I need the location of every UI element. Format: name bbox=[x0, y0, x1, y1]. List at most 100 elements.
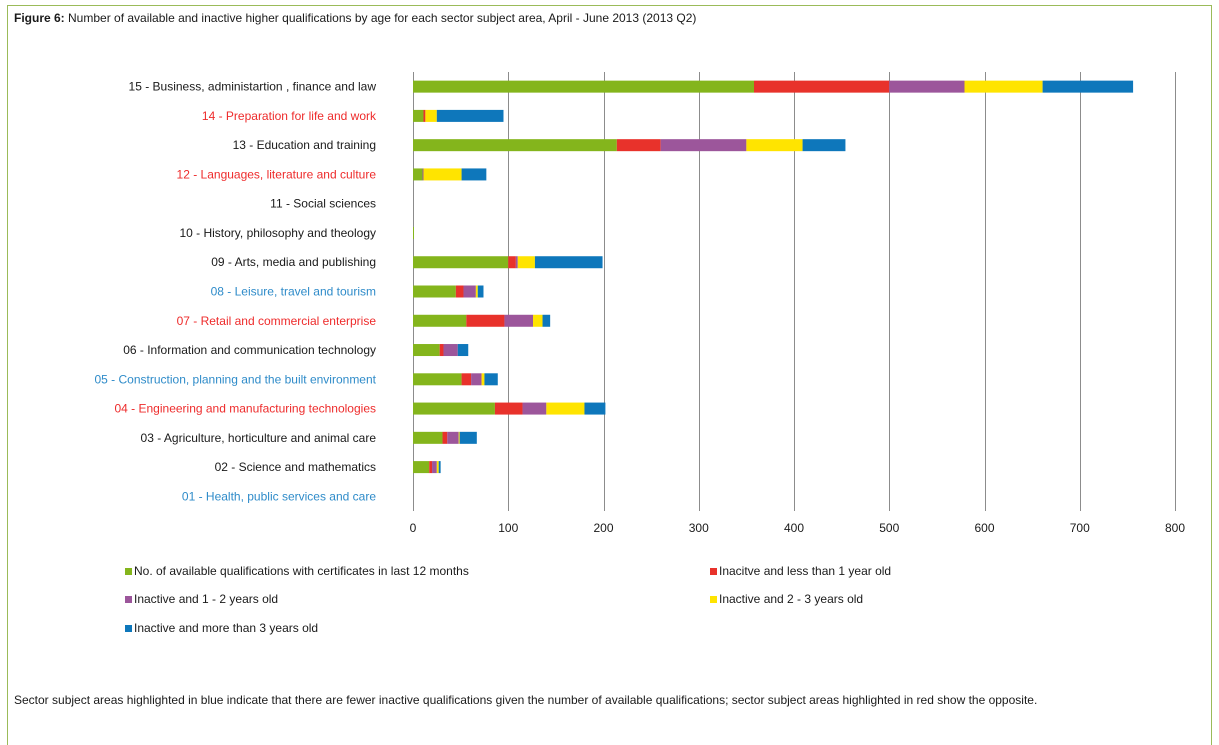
bar-segment bbox=[413, 256, 509, 269]
bar-segment bbox=[802, 139, 846, 152]
bar-segment bbox=[413, 285, 456, 298]
bar-segment bbox=[442, 431, 448, 444]
stacked-bar-chart: 15 - Business, administartion , finance … bbox=[94, 72, 1186, 635]
bar-segment bbox=[455, 285, 464, 298]
bar-segment bbox=[461, 373, 472, 386]
legend-swatch bbox=[710, 596, 717, 603]
legend-label: No. of available qualifications with cer… bbox=[134, 564, 469, 578]
bar-segment bbox=[584, 402, 606, 415]
bar-segment bbox=[413, 139, 617, 152]
x-tick-label: 300 bbox=[689, 521, 709, 535]
bar-segment bbox=[432, 461, 437, 474]
bar-segment bbox=[616, 139, 661, 152]
bar-segment bbox=[533, 314, 543, 327]
legend-label: Inactive and more than 3 years old bbox=[134, 621, 318, 635]
legend: No. of available qualifications with cer… bbox=[125, 564, 891, 635]
bar-segment bbox=[508, 256, 516, 269]
bar-segment bbox=[436, 461, 439, 474]
category-label: 03 - Agriculture, horticulture and anima… bbox=[141, 431, 377, 445]
bar-segment bbox=[436, 109, 504, 122]
bar-segment bbox=[413, 80, 754, 93]
bar-segment bbox=[466, 314, 505, 327]
bar-segment bbox=[439, 344, 444, 357]
bar-segment bbox=[477, 285, 484, 298]
category-label: 15 - Business, administartion , finance … bbox=[129, 80, 377, 94]
category-label: 04 - Engineering and manufacturing techn… bbox=[114, 402, 376, 416]
bars bbox=[413, 80, 1134, 474]
bar-segment bbox=[534, 256, 603, 269]
bar-segment bbox=[458, 431, 460, 444]
bar-segment bbox=[457, 344, 469, 357]
bar-segment bbox=[494, 402, 523, 415]
bar-segment bbox=[475, 285, 478, 298]
legend-label: Inacitve and less than 1 year old bbox=[719, 564, 891, 578]
legend-swatch bbox=[125, 596, 132, 603]
x-tick-label: 600 bbox=[974, 521, 994, 535]
category-labels: 15 - Business, administartion , finance … bbox=[94, 80, 377, 504]
x-axis-tick-labels: 0 100 200 300 400 500 600 700 800 bbox=[410, 521, 1186, 535]
bar-segment bbox=[413, 168, 423, 181]
category-label: 11 - Social sciences bbox=[270, 197, 376, 211]
bar-segment bbox=[515, 256, 518, 269]
x-tick-label: 100 bbox=[498, 521, 518, 535]
category-label: 01 - Health, public services and care bbox=[182, 489, 376, 503]
bar-segment bbox=[443, 344, 458, 357]
bar-segment bbox=[459, 431, 477, 444]
bar-segment bbox=[542, 314, 551, 327]
bar-segment bbox=[546, 402, 585, 415]
bar-segment bbox=[447, 431, 459, 444]
bar-segment bbox=[484, 373, 498, 386]
category-label: 06 - Information and communication techn… bbox=[123, 343, 376, 357]
bar-segment bbox=[422, 168, 424, 181]
figure-title-text: Number of available and inactive higher … bbox=[68, 11, 697, 25]
bar-segment bbox=[481, 373, 485, 386]
category-label: 05 - Construction, planning and the buil… bbox=[94, 372, 376, 386]
bar-segment bbox=[425, 109, 437, 122]
bar-segment bbox=[522, 402, 547, 415]
category-label: 08 - Leisure, travel and tourism bbox=[211, 285, 376, 299]
bar-segment bbox=[413, 431, 443, 444]
category-label: 07 - Retail and commercial enterprise bbox=[177, 314, 377, 328]
bar-segment bbox=[429, 461, 433, 474]
bar-segment bbox=[1042, 80, 1134, 93]
bar-segment bbox=[413, 344, 440, 357]
bar-segment bbox=[504, 314, 534, 327]
bar-segment bbox=[461, 168, 487, 181]
legend-label: Inactive and 2 - 3 years old bbox=[719, 592, 863, 606]
x-tick-label: 500 bbox=[879, 521, 899, 535]
bar-segment bbox=[413, 109, 424, 122]
bar-segment bbox=[463, 285, 476, 298]
legend-swatch bbox=[125, 568, 132, 575]
bar-segment bbox=[889, 80, 965, 93]
category-label: 09 - Arts, media and publishing bbox=[211, 255, 376, 269]
bar-segment bbox=[413, 373, 462, 386]
footnote: Sector subject areas highlighted in blue… bbox=[14, 693, 1038, 707]
bar-segment bbox=[471, 373, 482, 386]
category-label: 13 - Education and training bbox=[233, 138, 376, 152]
bar-segment bbox=[413, 226, 414, 239]
x-tick-label: 700 bbox=[1070, 521, 1090, 535]
category-label: 14 - Preparation for life and work bbox=[202, 109, 377, 123]
bar-segment bbox=[746, 139, 803, 152]
figure-frame bbox=[7, 5, 1212, 745]
figure-title: Figure 6: Number of available and inacti… bbox=[14, 11, 696, 25]
bar-segment bbox=[753, 80, 890, 93]
bar-segment bbox=[438, 461, 441, 474]
x-tick-label: 0 bbox=[410, 521, 417, 535]
bar-segment bbox=[413, 461, 430, 474]
legend-swatch bbox=[125, 625, 132, 632]
bar-segment bbox=[423, 168, 462, 181]
bar-segment bbox=[660, 139, 747, 152]
bar-segment bbox=[423, 109, 426, 122]
legend-swatch bbox=[710, 568, 717, 575]
legend-label: Inactive and 1 - 2 years old bbox=[134, 592, 278, 606]
x-tick-label: 200 bbox=[593, 521, 613, 535]
figure-label: Figure 6: bbox=[14, 11, 65, 25]
bar-segment bbox=[517, 256, 535, 269]
category-label: 10 - History, philosophy and theology bbox=[179, 226, 376, 240]
bar-segment bbox=[413, 314, 467, 327]
bar-segment bbox=[413, 402, 495, 415]
gridlines bbox=[413, 72, 1176, 511]
category-label: 02 - Science and mathematics bbox=[215, 460, 376, 474]
bar-segment bbox=[964, 80, 1043, 93]
